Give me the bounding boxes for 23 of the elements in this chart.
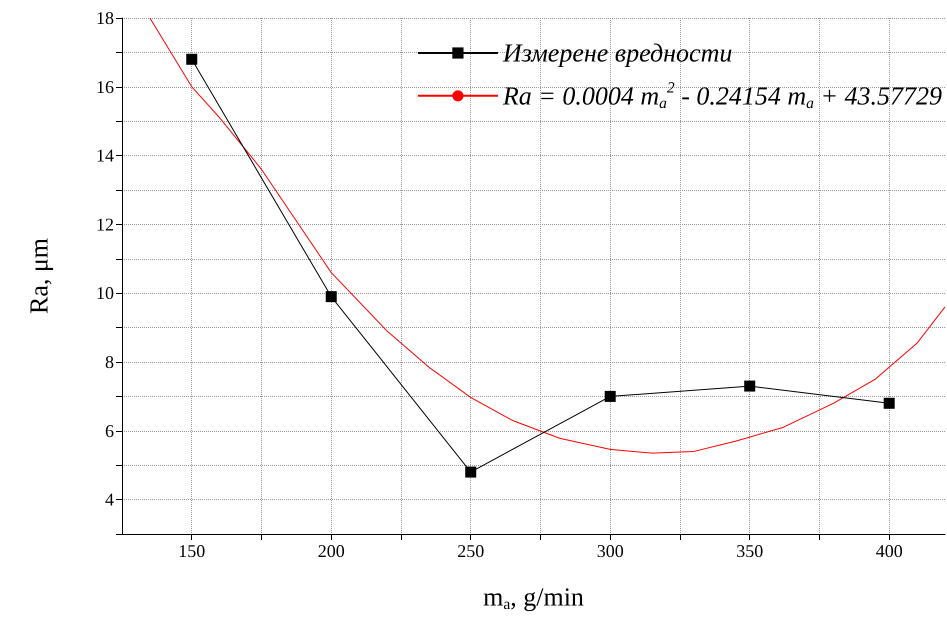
y-tick-label: 10 [96, 283, 114, 304]
point [186, 54, 198, 65]
y-tick-label: 18 [96, 8, 114, 28]
y-tick-label: 4 [105, 490, 114, 510]
x-tick-label: 400 [876, 541, 903, 561]
x-tick-label: 350 [736, 541, 764, 561]
point [326, 291, 337, 302]
y-tick-label: 12 [96, 214, 114, 234]
y-tick-label: 14 [96, 146, 114, 166]
x-tick-label: 300 [596, 541, 624, 561]
legend-label: Измерене вредности [502, 38, 732, 68]
point [744, 380, 756, 392]
x-tick-label: 250 [457, 541, 484, 561]
point [884, 398, 895, 409]
y-tick-label: 6 [105, 420, 114, 441]
y-tick-label: 16 [96, 76, 114, 97]
x-tick-label: 200 [318, 541, 345, 561]
point [465, 466, 476, 478]
point [604, 390, 616, 402]
y-axis-title: Ra, μm [24, 238, 54, 314]
line-series [149, 18, 946, 454]
y-tick-label: 8 [105, 352, 114, 372]
x-tick-label: 150 [178, 541, 206, 561]
